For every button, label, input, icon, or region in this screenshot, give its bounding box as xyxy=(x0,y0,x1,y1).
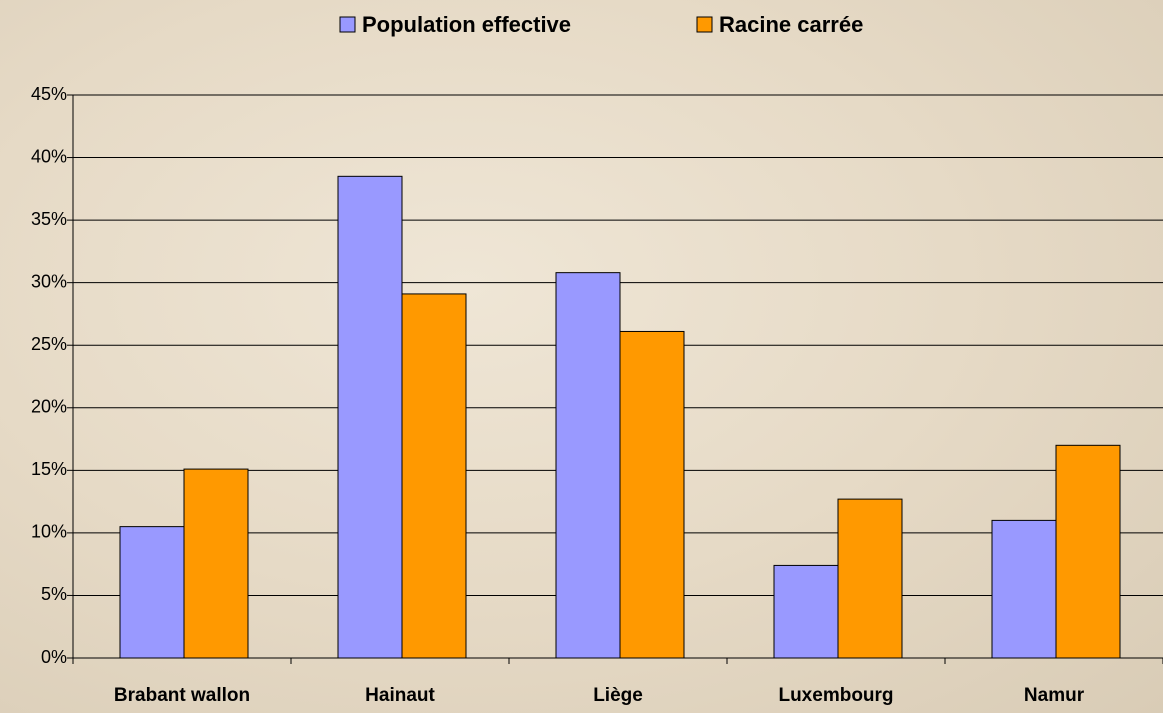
legend-swatch xyxy=(697,17,712,32)
y-tick-label: 10% xyxy=(31,522,67,542)
page: 0% 5% 10% 15% 20% 25% 30% 35% 40% 45% Brabant wall… xyxy=(0,0,1163,713)
bar xyxy=(556,273,620,658)
bar xyxy=(620,331,684,658)
x-tick-label: Hainaut xyxy=(365,685,435,706)
bar xyxy=(184,469,248,658)
bar xyxy=(402,294,466,658)
bar xyxy=(120,527,184,658)
y-tick-label: 45% xyxy=(31,84,67,104)
y-tick-label: 5% xyxy=(41,584,67,604)
y-tick-label: 35% xyxy=(31,209,67,229)
bar xyxy=(992,520,1056,658)
bar xyxy=(774,565,838,658)
bar xyxy=(338,176,402,658)
chart: 0% 5% 10% 15% 20% 25% 30% 35% 40% 45% Brabant wall… xyxy=(0,0,1163,713)
x-tick-label: Brabant wallon xyxy=(114,685,250,706)
x-tick-label: Namur xyxy=(1024,685,1085,706)
bar xyxy=(838,499,902,658)
y-tick-label: 15% xyxy=(31,459,67,479)
x-tick-label: Luxembourg xyxy=(778,685,893,706)
legend-label: Population effective xyxy=(362,12,571,37)
y-tick-label: 0% xyxy=(41,647,67,667)
legend-label: Racine carrée xyxy=(719,12,863,37)
bar xyxy=(1056,445,1120,658)
y-tick-label: 30% xyxy=(31,271,67,291)
y-tick-label: 40% xyxy=(31,146,67,166)
y-tick-label: 20% xyxy=(31,397,67,417)
y-tick-label: 25% xyxy=(31,334,67,354)
legend-swatch xyxy=(340,17,355,32)
x-tick-label: Liège xyxy=(593,685,643,706)
